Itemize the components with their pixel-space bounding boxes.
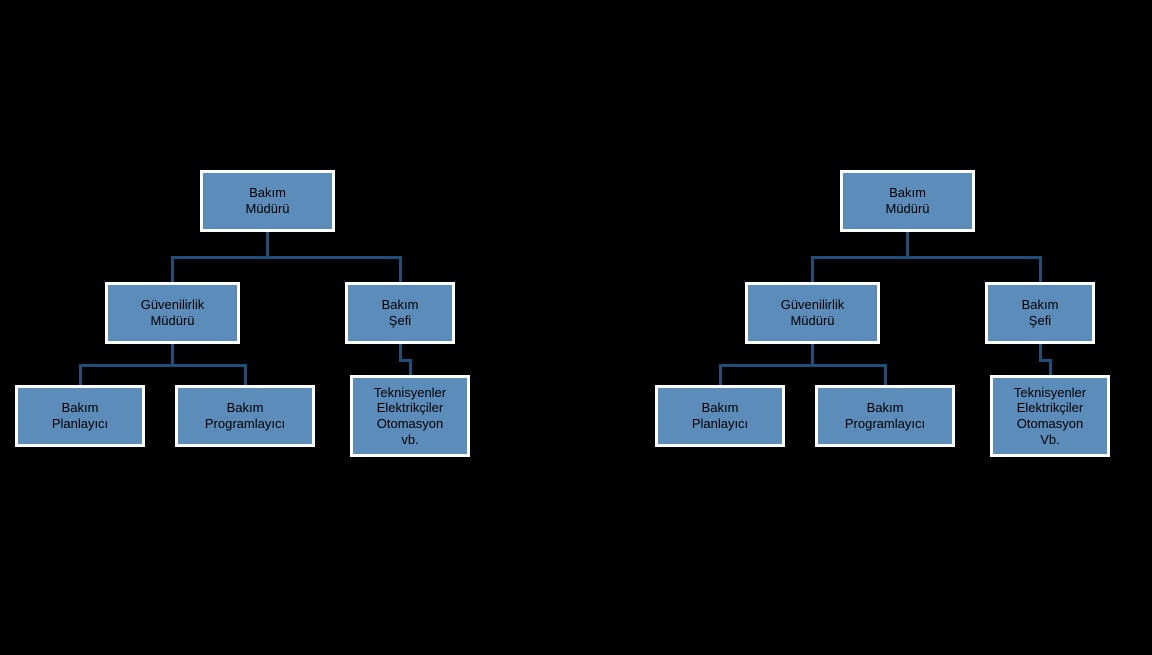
org-node-label: Bakım Programlayıcı xyxy=(205,400,285,431)
org-node: Bakım Planlayıcı xyxy=(15,385,145,447)
org-node: Bakım Programlayıcı xyxy=(815,385,955,447)
org-node-label: Bakım Programlayıcı xyxy=(845,400,925,431)
org-connector xyxy=(811,257,814,282)
org-node-label: Teknisyenler Elektrikçiler Otomasyon vb. xyxy=(374,385,446,447)
org-node-label: Bakım Planlayıcı xyxy=(52,400,108,431)
org-connector xyxy=(1049,360,1052,375)
org-connector xyxy=(244,365,247,385)
org-node: Teknisyenler Elektrikçiler Otomasyon vb. xyxy=(350,375,470,457)
org-connector xyxy=(884,365,887,385)
org-node-label: Teknisyenler Elektrikçiler Otomasyon Vb. xyxy=(1014,385,1086,447)
org-connector xyxy=(79,365,82,385)
org-node-label: Bakım Müdürü xyxy=(885,185,929,216)
org-chart: Bakım Müdürü Güvenilirlik Müdürü Bakım Şef… xyxy=(640,170,1152,490)
org-connector xyxy=(79,364,247,367)
org-connector xyxy=(906,232,909,257)
org-node: Bakım Planlayıcı xyxy=(655,385,785,447)
org-node: Bakım Programlayıcı xyxy=(175,385,315,447)
org-connector xyxy=(409,360,412,375)
org-connector xyxy=(399,257,402,282)
org-node-label: Bakım Planlayıcı xyxy=(692,400,748,431)
org-connector xyxy=(1039,257,1042,282)
org-connector xyxy=(171,256,402,259)
org-connector xyxy=(171,257,174,282)
org-node: Güvenilirlik Müdürü xyxy=(745,282,880,344)
org-node-label: Bakım Şefi xyxy=(382,297,419,328)
org-connector xyxy=(811,256,1042,259)
org-connector xyxy=(719,364,887,367)
org-connector xyxy=(811,344,814,365)
org-node-label: Güvenilirlik Müdürü xyxy=(141,297,205,328)
org-node: Bakım Müdürü xyxy=(200,170,335,232)
org-connector xyxy=(171,344,174,365)
org-node: Bakım Şefi xyxy=(985,282,1095,344)
org-node: Güvenilirlik Müdürü xyxy=(105,282,240,344)
org-connector xyxy=(719,365,722,385)
org-node: Teknisyenler Elektrikçiler Otomasyon Vb. xyxy=(990,375,1110,457)
org-node-label: Güvenilirlik Müdürü xyxy=(781,297,845,328)
org-chart: Bakım Müdürü Güvenilirlik Müdürü Bakım Şef… xyxy=(0,170,520,490)
org-node-label: Bakım Şefi xyxy=(1022,297,1059,328)
org-node: Bakım Şefi xyxy=(345,282,455,344)
org-node-label: Bakım Müdürü xyxy=(245,185,289,216)
org-node: Bakım Müdürü xyxy=(840,170,975,232)
org-connector xyxy=(266,232,269,257)
